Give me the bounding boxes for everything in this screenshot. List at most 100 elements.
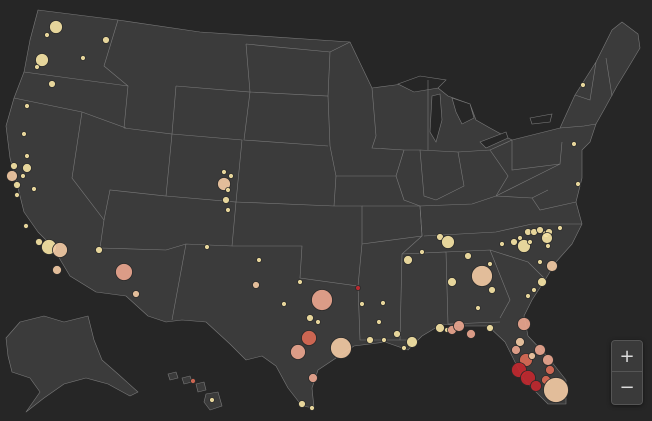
location-marker[interactable]: [222, 196, 230, 204]
location-marker[interactable]: [464, 252, 472, 260]
location-marker[interactable]: [515, 337, 525, 347]
location-marker[interactable]: [22, 163, 32, 173]
location-marker[interactable]: [48, 80, 56, 88]
location-marker[interactable]: [204, 244, 210, 250]
contiguous-us-landmass: [5, 9, 641, 409]
location-marker[interactable]: [20, 173, 26, 179]
location-marker[interactable]: [366, 336, 374, 344]
alaska: [5, 315, 139, 413]
location-marker[interactable]: [488, 286, 496, 294]
location-marker[interactable]: [575, 181, 581, 187]
location-marker[interactable]: [13, 181, 21, 189]
location-marker[interactable]: [486, 324, 494, 332]
location-marker[interactable]: [359, 301, 365, 307]
location-marker[interactable]: [309, 405, 315, 411]
location-marker[interactable]: [435, 323, 445, 333]
hawaii-island-1: [167, 371, 179, 381]
zoom-in-button[interactable]: +: [612, 341, 642, 372]
location-marker[interactable]: [441, 235, 455, 249]
zoom-out-button[interactable]: −: [612, 372, 642, 403]
location-marker[interactable]: [401, 345, 407, 351]
location-marker[interactable]: [527, 239, 533, 245]
location-marker[interactable]: [376, 319, 382, 325]
location-marker[interactable]: [542, 354, 554, 366]
location-marker[interactable]: [14, 192, 20, 198]
location-marker[interactable]: [571, 141, 577, 147]
location-marker[interactable]: [380, 300, 386, 306]
location-marker[interactable]: [225, 207, 231, 213]
location-marker[interactable]: [406, 336, 418, 348]
location-marker[interactable]: [419, 249, 425, 255]
location-markers[interactable]: [6, 20, 586, 411]
location-marker[interactable]: [209, 397, 215, 403]
location-marker[interactable]: [537, 277, 547, 287]
location-marker[interactable]: [24, 153, 30, 159]
location-marker[interactable]: [6, 170, 18, 182]
location-marker[interactable]: [525, 293, 531, 299]
location-marker[interactable]: [306, 314, 314, 322]
location-marker[interactable]: [315, 319, 321, 325]
location-marker[interactable]: [102, 36, 110, 44]
location-marker[interactable]: [487, 261, 493, 267]
location-marker[interactable]: [281, 301, 287, 307]
location-marker[interactable]: [225, 187, 231, 193]
location-marker[interactable]: [52, 242, 68, 258]
location-marker[interactable]: [330, 337, 352, 359]
location-marker[interactable]: [115, 263, 133, 281]
location-marker[interactable]: [531, 287, 537, 293]
location-marker[interactable]: [21, 131, 27, 137]
location-marker[interactable]: [511, 345, 521, 355]
location-marker[interactable]: [228, 173, 234, 179]
location-marker[interactable]: [537, 259, 543, 265]
location-marker[interactable]: [580, 82, 586, 88]
location-marker[interactable]: [543, 377, 569, 403]
location-marker[interactable]: [311, 289, 333, 311]
location-marker[interactable]: [190, 378, 196, 384]
location-marker[interactable]: [35, 53, 49, 67]
location-marker[interactable]: [453, 320, 465, 332]
location-marker[interactable]: [381, 337, 387, 343]
location-marker[interactable]: [447, 277, 457, 287]
location-marker[interactable]: [256, 257, 262, 263]
location-marker[interactable]: [132, 290, 140, 298]
location-marker[interactable]: [499, 241, 505, 247]
location-marker[interactable]: [52, 265, 62, 275]
lake-erie: [479, 131, 509, 149]
location-marker[interactable]: [297, 279, 303, 285]
location-marker[interactable]: [35, 238, 43, 246]
location-marker[interactable]: [355, 285, 361, 291]
location-marker[interactable]: [95, 246, 103, 254]
location-marker[interactable]: [475, 305, 481, 311]
location-marker[interactable]: [545, 243, 551, 249]
location-marker[interactable]: [393, 330, 401, 338]
location-marker[interactable]: [290, 344, 306, 360]
location-marker[interactable]: [34, 64, 40, 70]
location-marker[interactable]: [557, 225, 563, 231]
location-marker[interactable]: [308, 373, 318, 383]
location-marker[interactable]: [510, 238, 518, 246]
location-marker[interactable]: [517, 317, 531, 331]
location-marker[interactable]: [221, 169, 227, 175]
location-marker[interactable]: [49, 20, 63, 34]
location-marker[interactable]: [24, 103, 30, 109]
location-marker[interactable]: [530, 380, 542, 392]
location-marker[interactable]: [534, 344, 546, 356]
location-marker[interactable]: [31, 186, 37, 192]
location-marker[interactable]: [546, 260, 558, 272]
location-marker[interactable]: [520, 370, 536, 386]
location-marker[interactable]: [528, 352, 536, 360]
location-marker[interactable]: [403, 255, 413, 265]
location-marker[interactable]: [471, 265, 493, 287]
location-marker[interactable]: [301, 330, 317, 346]
location-marker[interactable]: [536, 226, 544, 234]
location-marker[interactable]: [10, 162, 18, 170]
location-marker[interactable]: [23, 223, 29, 229]
location-marker[interactable]: [466, 329, 476, 339]
location-marker[interactable]: [252, 281, 260, 289]
location-marker[interactable]: [44, 32, 50, 38]
location-marker[interactable]: [541, 232, 553, 244]
location-marker[interactable]: [80, 55, 86, 61]
location-marker[interactable]: [545, 365, 555, 375]
location-marker[interactable]: [298, 400, 306, 408]
